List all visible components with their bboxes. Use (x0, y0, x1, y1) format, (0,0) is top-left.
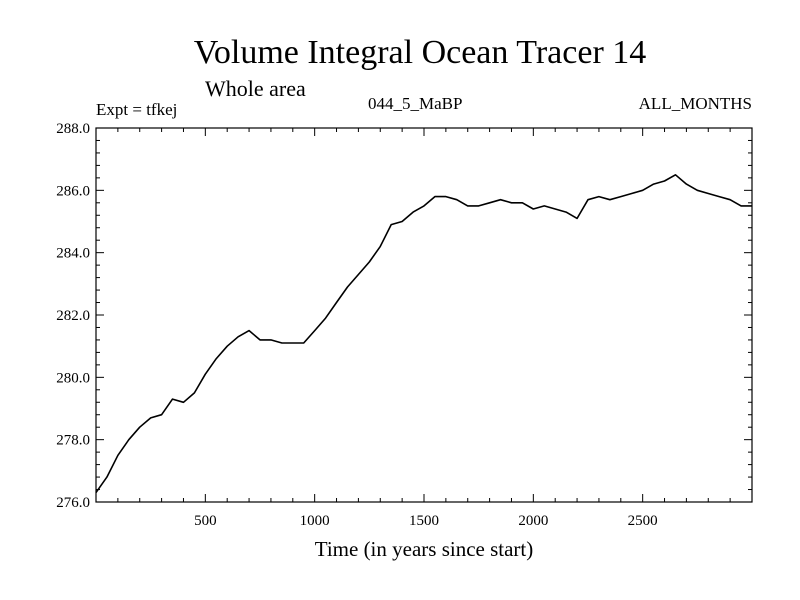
x-tick-label: 1500 (409, 513, 439, 529)
x-axis-ticks (117, 128, 731, 502)
y-tick-label: 282.0 (56, 308, 90, 324)
y-tick-label: 278.0 (56, 433, 90, 449)
x-tick-label: 2500 (628, 513, 658, 529)
x-tick-label: 500 (194, 513, 217, 529)
y-axis-ticks (96, 127, 752, 503)
annotation-center: 044_5_MaBP (368, 94, 462, 113)
x-tick-label: 1000 (300, 513, 330, 529)
x-tick-label: 2000 (518, 513, 548, 529)
y-axis-tick-labels: 276.0 278.0 280.0 282.0 284.0 286.0 288.0 (56, 121, 90, 511)
y-tick-label: 284.0 (56, 246, 90, 262)
y-tick-label: 286.0 (56, 183, 90, 199)
x-axis-label: Time (in years since start) (315, 537, 534, 561)
annotation-left: Expt = tfkej (96, 100, 177, 119)
chart-title: Volume Integral Ocean Tracer 14 (194, 34, 647, 71)
x-axis-tick-labels: 500 1000 1500 2000 2500 (194, 513, 658, 529)
chart-subtitle: Whole area (205, 76, 306, 101)
y-tick-label: 280.0 (56, 370, 90, 386)
series-line (95, 174, 752, 494)
y-tick-label: 276.0 (56, 495, 90, 511)
annotation-right: ALL_MONTHS (639, 94, 752, 113)
y-tick-label: 288.0 (56, 121, 90, 137)
